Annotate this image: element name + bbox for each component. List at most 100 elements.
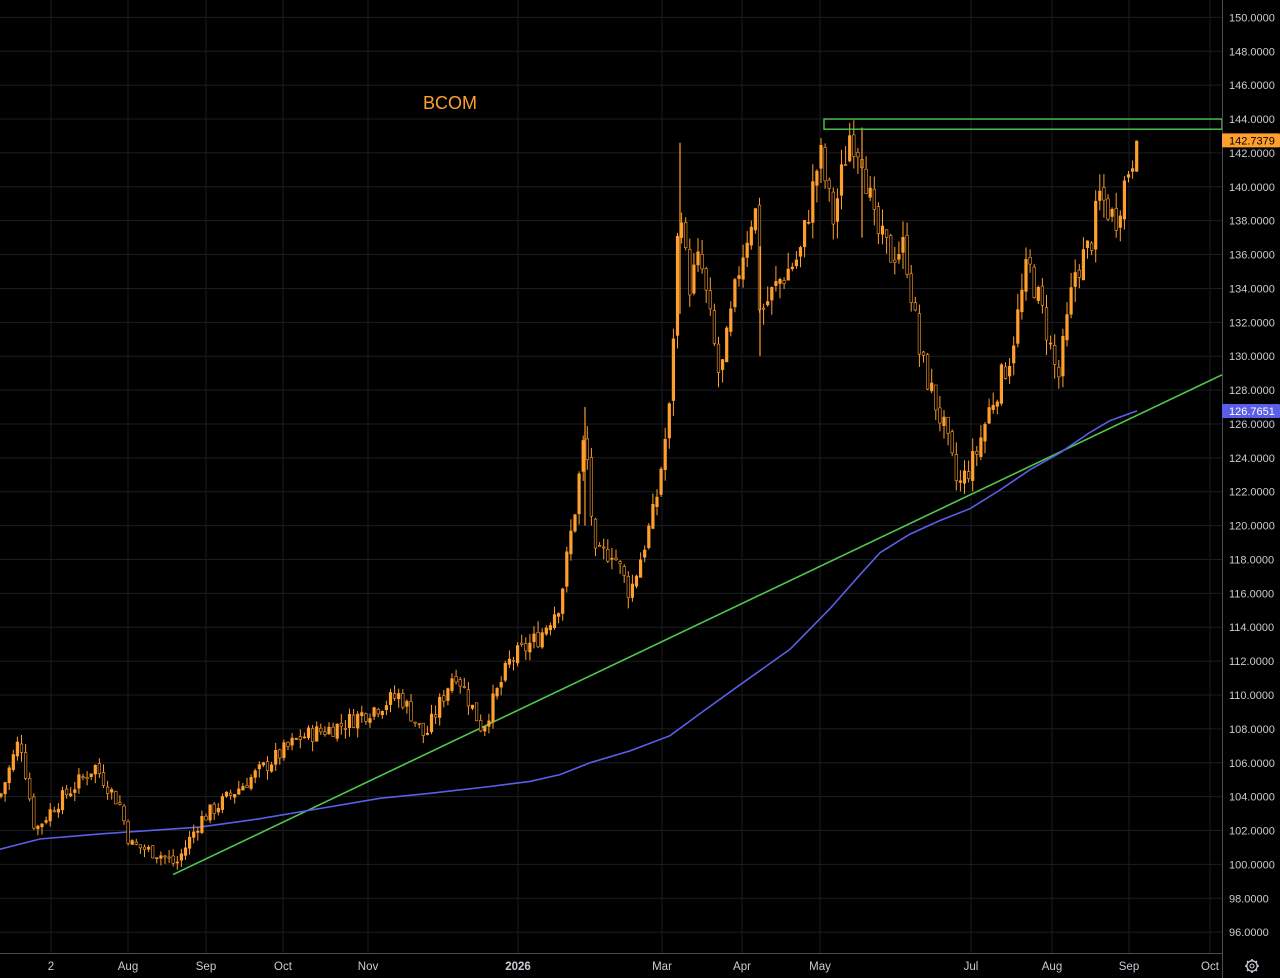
candle bbox=[720, 359, 725, 383]
candle bbox=[581, 435, 585, 481]
candle bbox=[925, 353, 930, 391]
candle bbox=[356, 711, 360, 738]
candle-body bbox=[634, 575, 639, 587]
candle bbox=[692, 253, 696, 296]
candle bbox=[1102, 174, 1106, 218]
candle bbox=[548, 622, 552, 636]
candle-body bbox=[397, 693, 401, 700]
candle bbox=[934, 384, 938, 421]
candle-body bbox=[147, 846, 151, 850]
candle-body bbox=[32, 796, 36, 829]
candle-body bbox=[130, 840, 134, 845]
candle-body bbox=[487, 720, 491, 727]
candle bbox=[44, 816, 48, 825]
candle-body bbox=[708, 290, 712, 310]
candle bbox=[684, 217, 688, 251]
gear-icon-center bbox=[1249, 963, 1255, 969]
candle bbox=[622, 564, 626, 583]
candle-body bbox=[224, 791, 229, 797]
candle-body bbox=[1007, 365, 1012, 377]
candle bbox=[651, 493, 655, 530]
settings-button[interactable] bbox=[1245, 959, 1259, 973]
candle-body bbox=[409, 701, 413, 722]
candle-body bbox=[815, 170, 819, 186]
candle bbox=[1057, 360, 1061, 389]
candle bbox=[421, 722, 425, 744]
candle bbox=[962, 460, 967, 494]
candle bbox=[1106, 194, 1110, 222]
candle bbox=[1003, 362, 1008, 380]
candle bbox=[774, 266, 778, 292]
candle-body bbox=[19, 743, 24, 753]
y-tick-label: 130.0000 bbox=[1229, 351, 1275, 363]
candle bbox=[716, 336, 721, 388]
candle-body bbox=[364, 713, 368, 722]
y-tick-label: 126.0000 bbox=[1229, 419, 1275, 431]
candle bbox=[331, 722, 335, 737]
candle-body bbox=[368, 718, 372, 723]
y-tick-label: 142.0000 bbox=[1229, 148, 1275, 160]
candle bbox=[347, 708, 352, 737]
candle-body bbox=[688, 249, 692, 296]
candle bbox=[675, 232, 680, 349]
candle-body bbox=[889, 235, 893, 263]
candle-body bbox=[507, 658, 512, 665]
candle-body bbox=[97, 763, 101, 775]
candle bbox=[233, 793, 237, 804]
candle-body bbox=[897, 254, 901, 260]
candle-body bbox=[667, 403, 671, 439]
candle bbox=[462, 677, 466, 689]
candle bbox=[32, 793, 36, 831]
candle-body bbox=[474, 702, 479, 722]
candle-body bbox=[618, 561, 622, 565]
y-tick-label: 104.0000 bbox=[1229, 792, 1275, 804]
candle-body bbox=[778, 278, 782, 284]
candle-body bbox=[1131, 168, 1135, 172]
candle bbox=[794, 251, 798, 269]
candle-body bbox=[134, 841, 138, 845]
candle-body bbox=[52, 810, 56, 813]
candle bbox=[310, 725, 315, 752]
candle-body bbox=[155, 857, 159, 860]
candle bbox=[679, 212, 684, 244]
candle bbox=[782, 277, 786, 289]
price-badge-label: 126.7651 bbox=[1229, 406, 1275, 418]
candle-body bbox=[446, 688, 450, 701]
candle-body bbox=[335, 723, 339, 739]
x-tick-label: Mar bbox=[652, 961, 672, 973]
candle bbox=[528, 634, 532, 661]
candle-body bbox=[835, 198, 839, 222]
candle-body bbox=[807, 222, 811, 224]
gear-icon[interactable] bbox=[1246, 960, 1258, 972]
candle bbox=[65, 785, 69, 799]
candle-body bbox=[499, 681, 503, 688]
moving-average-line[interactable] bbox=[0, 410, 1138, 850]
candle-body bbox=[433, 714, 438, 718]
candle-body bbox=[536, 632, 540, 648]
candle bbox=[208, 804, 212, 824]
resistance-zone[interactable] bbox=[823, 118, 1223, 130]
candle-body bbox=[610, 557, 614, 560]
candle bbox=[204, 813, 208, 821]
x-tick-label: 2 bbox=[48, 961, 54, 973]
candle bbox=[971, 438, 975, 492]
candle bbox=[987, 398, 991, 424]
candle bbox=[839, 149, 844, 210]
candle bbox=[835, 188, 839, 239]
trendline[interactable] bbox=[172, 374, 1223, 876]
x-tick-label: Aug bbox=[118, 961, 138, 973]
candle-body bbox=[1049, 342, 1053, 345]
candle-body bbox=[515, 645, 520, 664]
candle-body bbox=[1065, 314, 1069, 341]
candle bbox=[163, 855, 167, 864]
candle bbox=[306, 725, 311, 740]
candle bbox=[405, 699, 409, 714]
candle-body bbox=[864, 168, 868, 194]
candle bbox=[470, 704, 475, 711]
candle bbox=[634, 574, 639, 589]
candle-body bbox=[1036, 286, 1040, 301]
candle-body bbox=[729, 308, 733, 332]
candle bbox=[409, 694, 413, 722]
candle-body bbox=[23, 752, 28, 779]
